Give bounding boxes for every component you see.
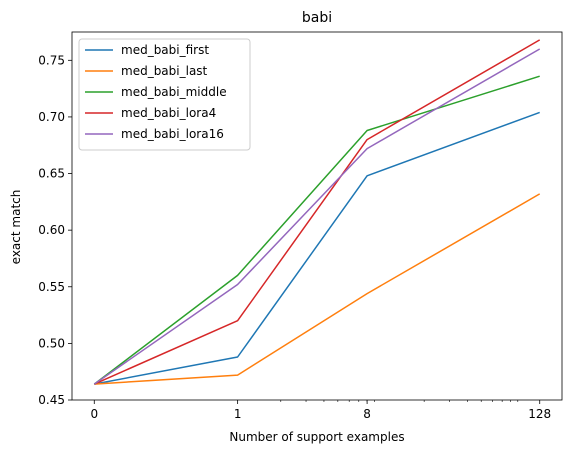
y-tick-label: 0.50 bbox=[38, 336, 65, 350]
x-tick-label: 0 bbox=[90, 407, 98, 421]
y-tick-label: 0.70 bbox=[38, 110, 65, 124]
legend-label-med_babi_lora16: med_babi_lora16 bbox=[121, 127, 224, 141]
y-tick-label: 0.45 bbox=[38, 393, 65, 407]
y-axis-label: exact match bbox=[9, 190, 23, 265]
y-tick-label: 0.65 bbox=[38, 167, 65, 181]
series-line-med_babi_lora4 bbox=[93, 39, 541, 385]
y-tick-label: 0.60 bbox=[38, 223, 65, 237]
series-line-med_babi_middle bbox=[93, 75, 540, 385]
series-line-med_babi_last bbox=[94, 193, 541, 385]
series-line-med_babi_first bbox=[94, 111, 540, 385]
legend-label-med_babi_first: med_babi_first bbox=[121, 43, 209, 57]
legend-label-med_babi_last: med_babi_last bbox=[121, 64, 208, 78]
x-axis-label: Number of support examples bbox=[229, 430, 404, 444]
chart-title: babi bbox=[302, 10, 332, 26]
y-tick-label: 0.55 bbox=[38, 280, 65, 294]
legend-label-med_babi_lora4: med_babi_lora4 bbox=[121, 106, 216, 120]
plot-area: 0.45 0.50 0.55 0.60 0.65 0.70 0.75 0 1 8 128 med_ba… bbox=[38, 31, 563, 421]
plot-frame bbox=[71, 31, 563, 401]
legend-box bbox=[78, 38, 251, 151]
y-tick-label: 0.75 bbox=[38, 53, 65, 67]
x-tick-label: 8 bbox=[363, 407, 371, 421]
x-tick-label: 128 bbox=[528, 407, 551, 421]
legend-label-med_babi_middle: med_babi_middle bbox=[121, 85, 227, 99]
series-line-med_babi_lora16 bbox=[93, 48, 541, 385]
x-tick-label: 1 bbox=[234, 407, 242, 421]
